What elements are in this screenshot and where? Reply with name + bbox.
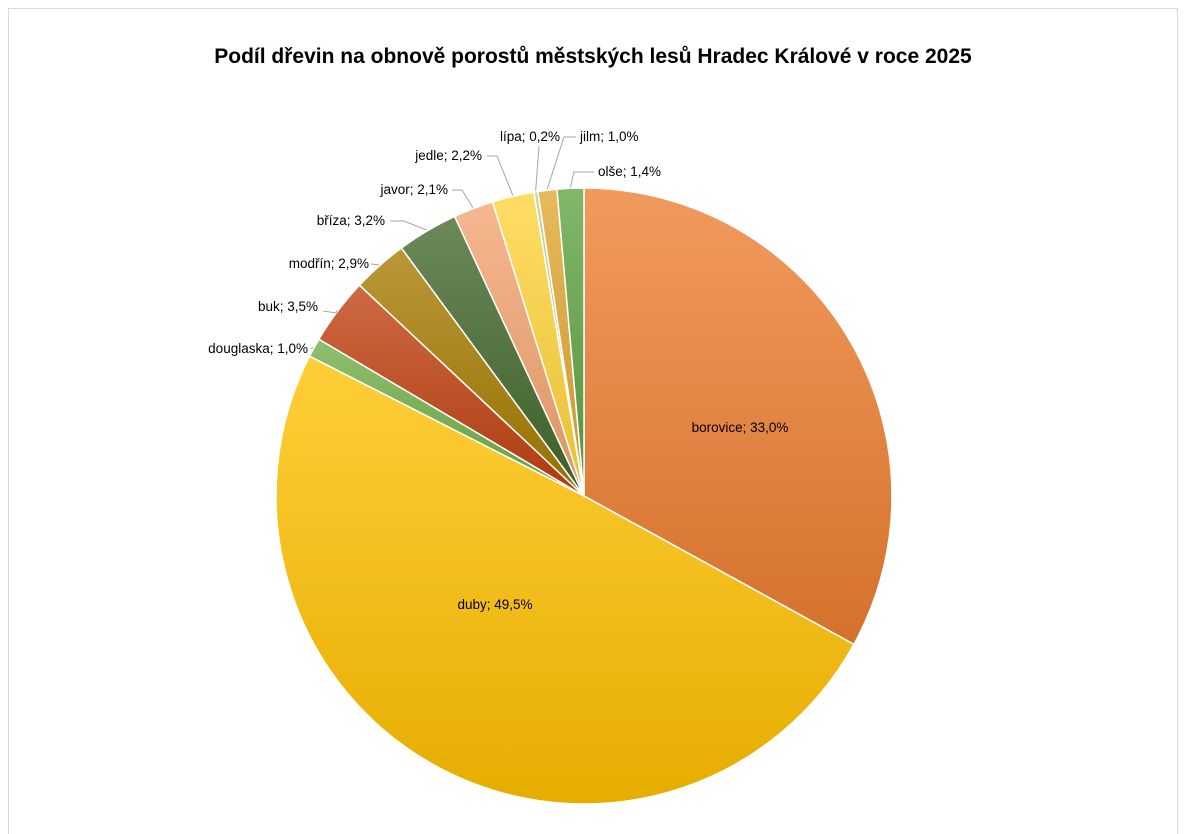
data-label-borovice: borovice; 33,0%	[692, 420, 789, 435]
data-label-jilm: jilm; 1,0%	[579, 129, 639, 144]
data-label-olse: olše; 1,4%	[598, 164, 661, 179]
leader-line-jedle	[487, 155, 514, 196]
data-label-jedle: jedle; 2,2%	[414, 148, 482, 163]
leader-line-buk	[322, 310, 338, 314]
data-label-modrin: modřín; 2,9%	[289, 256, 369, 271]
leader-line-lipa	[535, 145, 540, 191]
data-label-briza: bříza; 3,2%	[317, 213, 385, 228]
data-label-duby: duby; 49,5%	[457, 597, 532, 612]
data-label-lipa: lípa; 0,2%	[500, 129, 560, 144]
pie-slice-borovice	[583, 187, 893, 646]
leader-line-javor	[452, 189, 474, 208]
chart-title: Podíl dřevin na obnově porostů městských…	[214, 45, 972, 68]
leader-line-douglaska	[310, 346, 314, 350]
pie-slice-olse	[556, 187, 585, 497]
data-label-douglaska: douglaska; 1,0%	[208, 341, 308, 356]
data-label-javor: javor; 2,1%	[379, 182, 448, 197]
leader-line-olse	[569, 171, 594, 188]
data-label-buk: buk; 3,5%	[258, 299, 318, 314]
leader-line-jilm	[546, 136, 576, 190]
leader-line-modrin	[370, 263, 379, 266]
leader-line-briza	[390, 220, 427, 231]
pie-slice-duby	[275, 355, 855, 805]
